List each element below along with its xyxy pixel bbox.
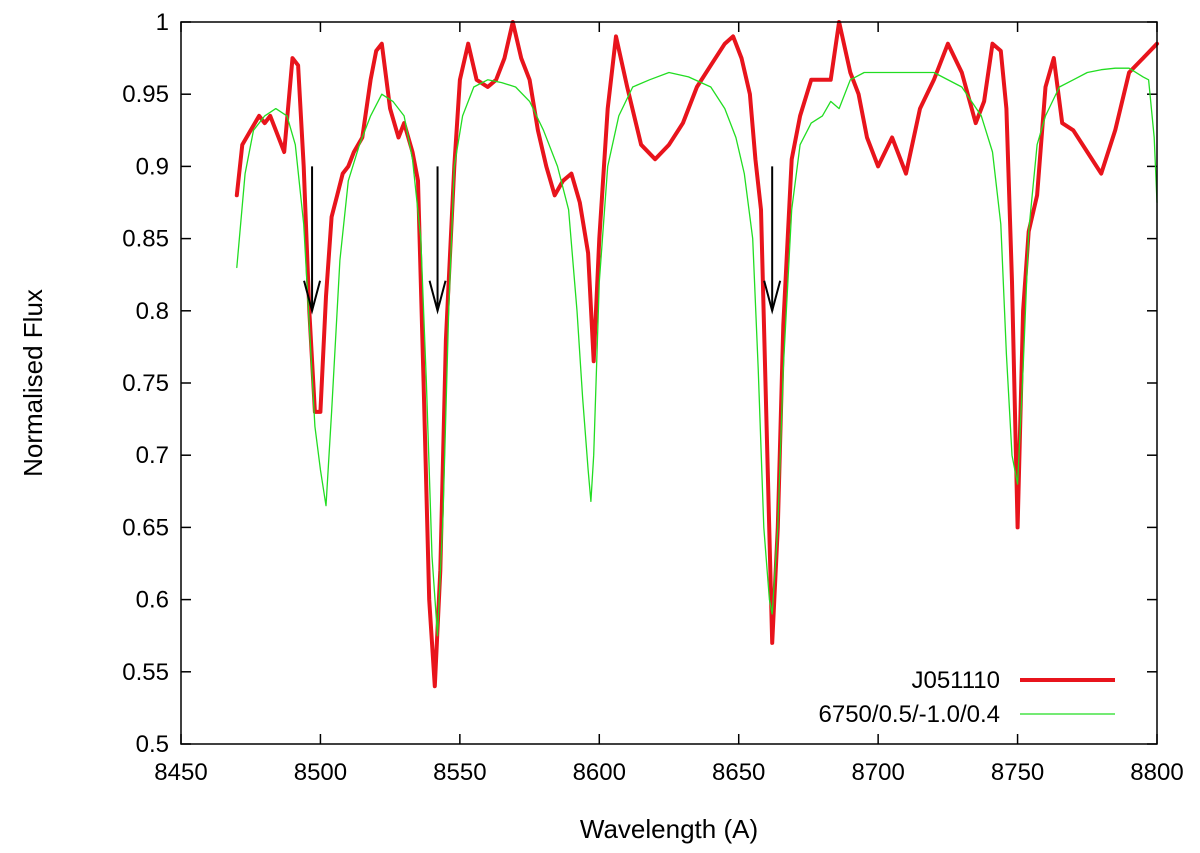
tick-labels: 8450 8500 8550 8600 8650 8700 8750 8800 0.5 0.55 0… (122, 9, 1183, 786)
y-tick-label: 0.8 (136, 298, 169, 325)
x-axis-label: Wavelength (A) (580, 814, 758, 844)
x-tick-label: 8500 (294, 759, 347, 786)
y-tick-label: 0.85 (122, 226, 169, 253)
y-tick-label: 0.6 (136, 587, 169, 614)
line-arrows (303, 166, 782, 315)
x-tick-label: 8600 (573, 759, 626, 786)
x-tick-label: 8750 (991, 759, 1044, 786)
y-tick-label: 0.9 (136, 153, 169, 180)
legend-label-1: 6750/0.5/-1.0/0.4 (819, 701, 1000, 728)
y-tick-label: 0.95 (122, 81, 169, 108)
legend-label-0: J051110 (911, 667, 1000, 694)
y-tick-label: 1 (156, 9, 169, 36)
series-lines (234, 20, 1159, 689)
x-tick-label: 8800 (1130, 759, 1183, 786)
y-tick-label: 0.75 (122, 370, 169, 397)
x-tick-label: 8700 (851, 759, 904, 786)
series-line-1 (236, 67, 1158, 637)
x-tick-label: 8550 (433, 759, 486, 786)
y-tick-label: 0.65 (122, 514, 169, 541)
x-tick-label: 8650 (712, 759, 765, 786)
absorption-arrow (303, 166, 322, 315)
x-tick-label: 8450 (154, 759, 207, 786)
plot-frame (180, 21, 1158, 745)
y-axis-label: Normalised Flux (18, 289, 48, 477)
y-tick-label: 0.55 (122, 659, 169, 686)
legend: J051110 6750/0.5/-1.0/0.4 (819, 667, 1115, 728)
axis-ticks (180, 21, 1158, 745)
series-line-0 (234, 20, 1159, 689)
absorption-arrow (428, 166, 447, 315)
y-tick-label: 0.5 (136, 731, 169, 758)
absorption-arrow (763, 166, 782, 315)
y-tick-label: 0.7 (136, 442, 169, 469)
